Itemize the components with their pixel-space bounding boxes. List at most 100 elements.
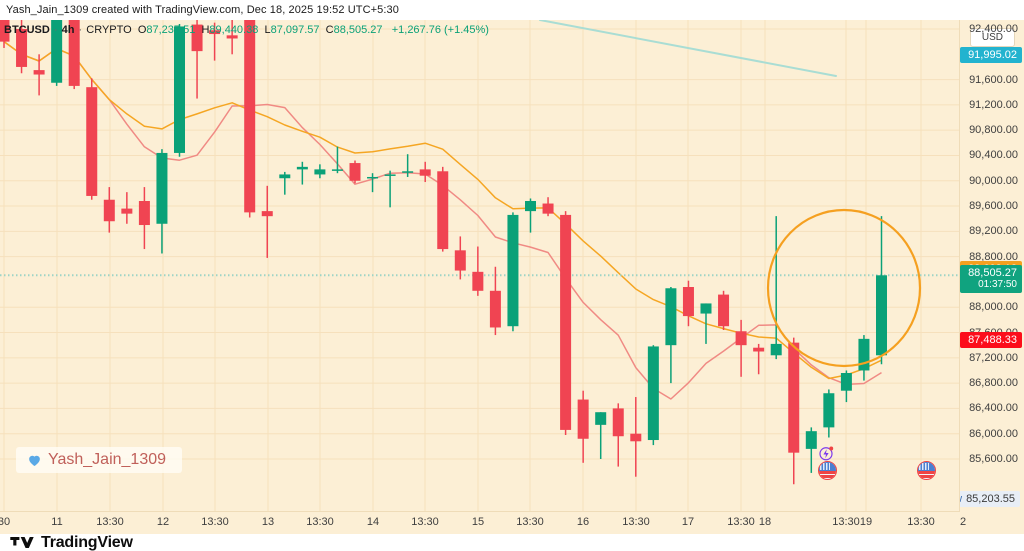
candle[interactable] [402,154,414,177]
candle-body [331,169,343,171]
candle[interactable] [437,166,449,252]
tradingview-logo[interactable]: TradingView [10,534,133,551]
us-flag-event-marker[interactable] [917,461,936,480]
price-tick-6: 89,600.00 [969,200,1018,213]
candle[interactable] [840,370,852,403]
candle[interactable] [296,161,308,185]
candle[interactable] [261,185,273,258]
candle-body [138,201,150,226]
candle[interactable] [788,337,800,485]
candle[interactable] [665,287,677,384]
highlight-circle[interactable] [766,208,922,368]
candle[interactable] [138,187,150,250]
symbol-legend[interactable]: BTCUSD · 4h · CRYPTO O87,237.51 H89,440.… [4,24,489,36]
candle[interactable] [630,397,642,477]
candle[interactable] [244,20,256,218]
time-axis[interactable]: 30 11 13:30 12 13:30 13 13:30 14 13:30 15 13:30 16 1… [0,512,1024,534]
bolt-event-marker[interactable] [817,444,835,462]
candle[interactable] [489,266,501,336]
candle[interactable] [331,146,343,174]
candle[interactable] [560,211,572,435]
candle[interactable] [454,236,466,280]
candle-body [454,250,466,271]
candle-body [226,35,238,39]
candle[interactable] [279,171,291,195]
time-tick-19: 2 [959,516,967,528]
candle[interactable] [823,389,835,438]
legend-exchange: CRYPTO [86,24,132,36]
candle[interactable] [542,197,554,217]
axis-horizontal-separator [0,511,1024,512]
candle[interactable] [86,78,98,200]
price-badge-last-price[interactable]: 88,505.27 01:37:50 [960,265,1022,294]
candle-body [174,26,185,153]
us-flag-icon[interactable] [818,461,837,480]
legend-low-value: 87,097.57 [270,24,320,36]
candle[interactable] [0,20,10,48]
candle-body [86,87,98,196]
candle[interactable] [525,198,536,233]
candle[interactable] [858,335,870,381]
price-badge-ma-red[interactable]: 87,488.33 [960,331,1022,348]
candle[interactable] [577,390,589,463]
candle-body [68,20,80,86]
candle[interactable] [384,170,396,208]
candle[interactable] [876,216,887,365]
price-tick-9: 88,000.00 [969,301,1018,314]
time-tick-9: 15 [471,516,485,528]
candle[interactable] [682,280,694,327]
candle[interactable] [718,290,730,330]
candle[interactable] [174,23,185,157]
price-axis[interactable]: USD 92,400.00 91,600.00 91,200.00 90,800.00… [960,20,1024,512]
candle[interactable] [349,160,361,184]
candle[interactable] [507,212,519,332]
candle[interactable] [753,343,765,375]
candle[interactable] [33,54,45,96]
candle[interactable] [805,427,817,473]
candle[interactable] [647,345,659,446]
candle[interactable] [595,412,607,459]
candle[interactable] [191,20,203,99]
price-tick-3: 90,800.00 [969,124,1018,137]
candle-body [753,347,765,352]
time-tick-14: 13:30 [727,516,755,528]
candle-body [665,288,677,346]
bolt-icon[interactable] [817,444,835,462]
candle[interactable] [700,303,712,344]
price-tick-7: 89,200.00 [969,225,1018,238]
us-flag-icon[interactable] [917,461,936,480]
candle[interactable] [735,319,747,377]
candle[interactable] [226,20,238,55]
time-tick-3: 12 [156,516,170,528]
candle[interactable] [156,149,168,254]
candle-body [525,201,536,212]
time-tick-5: 13 [261,516,275,528]
candle-body [402,171,414,173]
us-flag-event-marker[interactable] [818,461,837,480]
candle[interactable] [419,161,431,183]
candle[interactable] [367,173,379,193]
candle[interactable] [472,246,484,296]
candle[interactable] [121,192,133,224]
candle[interactable] [16,20,28,74]
candle-body [279,174,291,179]
time-tick-6: 13:30 [306,516,334,528]
candle[interactable] [51,20,63,86]
candle[interactable] [612,403,624,467]
downtrend-line[interactable] [539,20,837,77]
candle-body [209,30,221,35]
candle[interactable] [68,20,80,90]
candle-body [384,174,396,176]
price-tick-15: 85,600.00 [969,453,1018,465]
legend-open-key: O [137,24,147,36]
chart-plot-area[interactable] [0,20,960,512]
candle[interactable] [314,164,326,179]
currency-chip[interactable]: USD [969,28,1015,47]
legend-interval[interactable]: 4h [61,24,75,36]
candle[interactable] [209,22,221,61]
candle-body [33,70,45,75]
candle[interactable] [770,216,782,360]
candle[interactable] [103,187,115,233]
legend-symbol[interactable]: BTCUSD [4,24,50,36]
price-badge-high-line[interactable]: 91,995.02 [960,46,1022,63]
